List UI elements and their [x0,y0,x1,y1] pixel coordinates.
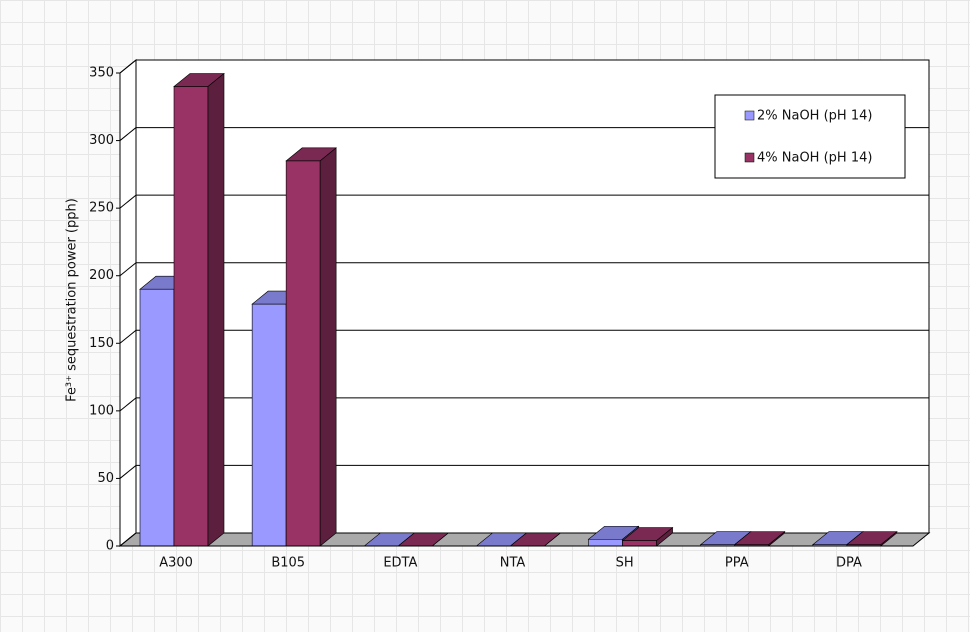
grid-line [119,262,137,277]
legend-swatch [744,152,755,163]
x-tick-label: EDTA [383,556,417,571]
x-tick-label: NTA [500,556,526,571]
y-tick-label: 100 [89,403,114,418]
grid-line [119,329,137,344]
grid-line [119,465,137,479]
bar-side [207,72,225,547]
bar-side [432,532,449,547]
bar [139,288,175,547]
x-tick-label: SH [616,556,634,571]
y-tick-label: 0 [106,539,114,554]
legend-label: 2% NaOH (pH 14) [757,109,872,124]
grid-line [119,397,137,412]
x-tick-label: A300 [159,556,193,571]
y-tick-label: 300 [89,133,114,148]
y-axis-label: Fe³⁺ sequestration power (pph) [65,198,80,402]
legend-label: 4% NaOH (pH 14) [757,151,872,166]
y-tick-label: 200 [89,268,114,283]
bar [173,86,209,547]
y-tick-label: 150 [89,336,114,351]
grid-line [119,194,137,209]
bar [285,160,321,547]
y-tick-label: 50 [97,471,114,486]
bar-side [319,147,337,547]
bar-side [656,526,673,547]
side-wall [119,58,137,548]
bar [622,540,657,547]
legend-box [714,94,906,179]
grid-line [119,59,137,74]
bar-side [544,532,561,547]
legend-swatch [744,110,755,121]
bar [251,303,287,547]
x-tick-label: B105 [271,556,305,571]
y-tick-label: 250 [89,201,114,216]
y-tick-label: 350 [89,66,114,81]
x-tick-label: PPA [725,556,749,571]
bar [588,538,623,547]
grid-line [119,127,137,141]
grid-line [119,532,137,547]
x-tick-label: DPA [836,556,862,571]
